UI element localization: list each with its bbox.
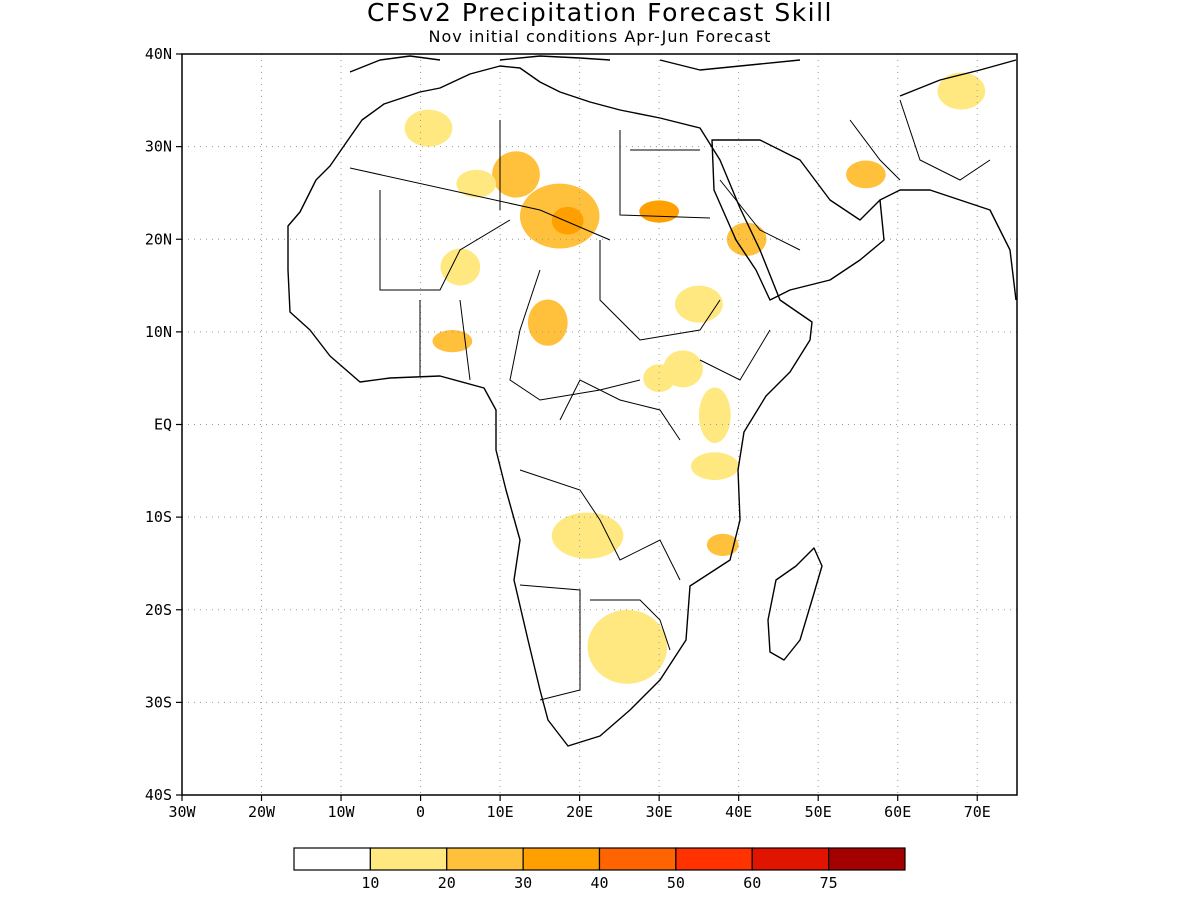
- colorbar-swatch: [828, 847, 906, 871]
- madagascar-outline: [767, 547, 823, 661]
- x-tick-label: 40E: [725, 803, 752, 821]
- asia-outline: [879, 59, 1017, 301]
- colorbar-swatch: [369, 847, 448, 871]
- coastline-outlines: [287, 55, 1017, 747]
- x-tick-label: 30E: [646, 803, 673, 821]
- colorbar-swatch: [522, 847, 601, 871]
- skill-shading-layer: [404, 72, 986, 684]
- y-tick-label: 40S: [145, 786, 172, 804]
- x-axis-ticks: 30W 20W 10W 0 10E 20E 30E 40E 50E 60E 70E: [168, 795, 991, 821]
- y-tick-label: 40N: [145, 45, 172, 63]
- chart-title: CFSv2 Precipitation Forecast Skill: [366, 0, 834, 27]
- x-tick-label: 10W: [328, 803, 356, 821]
- colorbar-swatch: [751, 847, 830, 871]
- skill-area-4: [639, 200, 680, 223]
- grid-lines: [182, 54, 1017, 795]
- y-tick-label: EQ: [154, 416, 172, 434]
- colorbar-label: 60: [743, 874, 761, 892]
- chart-subtitle: Nov initial conditions Apr-Jun Forecast: [428, 27, 772, 46]
- colorbar: 10 20 30 40 50 60 75: [293, 847, 906, 892]
- colorbar-swatch: [293, 847, 371, 871]
- y-tick-label: 30S: [145, 693, 172, 711]
- x-tick-label: 20E: [566, 803, 593, 821]
- colorbar-label: 40: [590, 874, 608, 892]
- skill-area-19: [690, 452, 739, 481]
- y-axis-ticks: 40N 30N 20N 10N EQ 10S 20S 30S 40S: [145, 45, 182, 804]
- plot-border: [181, 53, 1018, 796]
- skill-area-1: [492, 151, 540, 198]
- skill-area-6: [432, 330, 473, 353]
- skill-area-3: [551, 206, 584, 235]
- skill-area-10: [706, 533, 739, 557]
- country-borders: [349, 99, 991, 701]
- skill-area-0: [404, 109, 453, 147]
- plot-frame: [181, 53, 1018, 796]
- africa-outline: [287, 65, 813, 747]
- skill-area-13: [675, 285, 723, 323]
- x-tick-label: 30W: [168, 803, 196, 821]
- y-tick-label: 10S: [145, 508, 172, 526]
- skill-area-5: [527, 299, 568, 346]
- skill-area-15: [440, 248, 481, 286]
- skill-area-8: [846, 160, 886, 189]
- x-tick-label: 50E: [805, 803, 832, 821]
- x-tick-label: 10E: [487, 803, 514, 821]
- colorbar-label: 10: [361, 874, 379, 892]
- y-tick-label: 10N: [145, 323, 172, 341]
- colorbar-label: 50: [667, 874, 685, 892]
- colorbar-swatch: [675, 847, 753, 871]
- x-tick-label: 70E: [964, 803, 991, 821]
- colorbar-label: 75: [820, 874, 838, 892]
- x-tick-label: 0: [416, 803, 425, 821]
- x-tick-label: 60E: [884, 803, 911, 821]
- colorbar-swatch: [446, 847, 524, 871]
- colorbar-swatch: [598, 847, 677, 871]
- skill-area-9: [698, 387, 731, 444]
- y-tick-label: 20N: [145, 230, 172, 248]
- arabian-peninsula-outline: [711, 139, 885, 301]
- colorbar-label: 20: [438, 874, 456, 892]
- skill-area-12: [551, 512, 624, 559]
- europe-coast-outline: [349, 55, 801, 73]
- skill-area-11: [587, 609, 668, 684]
- y-tick-label: 30N: [145, 138, 172, 156]
- skill-area-17: [456, 169, 497, 198]
- skill-area-16: [937, 72, 986, 110]
- colorbar-label: 30: [514, 874, 532, 892]
- y-tick-label: 20S: [145, 601, 172, 619]
- x-tick-label: 20W: [248, 803, 276, 821]
